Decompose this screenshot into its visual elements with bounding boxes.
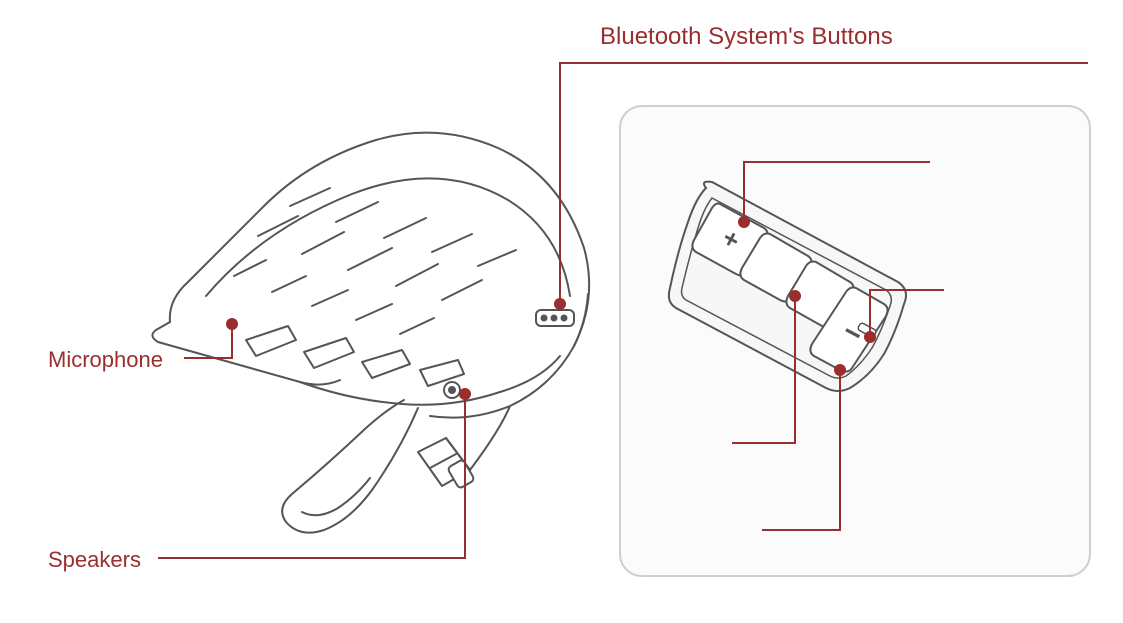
label-microphone: Microphone (48, 346, 163, 374)
callout-lines (158, 63, 1088, 558)
label-led-lights: Blue/ Red/Green LED Lights (955, 228, 1063, 311)
btn-blank1 (740, 234, 811, 302)
button-strip: + − (669, 182, 906, 391)
label-center-button: Center Button (650, 400, 716, 455)
label-speakers: Speakers (48, 546, 141, 574)
led-indicator (857, 322, 877, 338)
svg-text:−: − (837, 315, 868, 352)
diagram-artwork: + − (0, 0, 1123, 623)
label-plus-button: (+) Button (942, 150, 1039, 178)
label-minus-button: (-) Button (650, 518, 742, 546)
btn-plus (692, 204, 767, 276)
btn-minus (810, 288, 887, 372)
svg-text:+: + (717, 222, 744, 256)
helmet-illustration (152, 133, 589, 533)
btn-blank2 (786, 262, 853, 328)
diagram-title: Bluetooth System's Buttons (600, 22, 893, 52)
